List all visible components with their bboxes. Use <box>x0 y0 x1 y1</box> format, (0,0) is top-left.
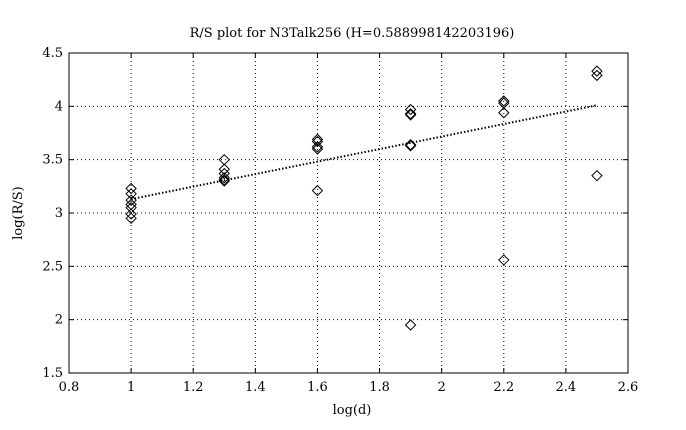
data-point-marker <box>125 182 137 195</box>
y-tick-label: 3.5 <box>42 153 63 168</box>
data-point-marker <box>404 103 417 116</box>
data-point-marker <box>311 184 324 197</box>
data-point-marker <box>311 143 324 155</box>
data-point-marker <box>125 198 137 211</box>
x-tick-label: 2.4 <box>556 380 577 395</box>
data-point-marker <box>311 135 324 148</box>
y-tick-label: 4 <box>55 99 63 114</box>
data-point-marker <box>311 141 324 153</box>
data-point-marker <box>498 107 510 119</box>
x-tick-label: 1.4 <box>245 380 266 395</box>
axis-ticks <box>68 52 629 374</box>
x-tick-labels: 0.8 1 1.2 1.4 1.6 1.8 2 2.2 2.4 2.6 <box>59 380 639 395</box>
x-tick-label: 2.6 <box>618 380 639 395</box>
data-point-marker <box>404 109 417 121</box>
fit-line <box>130 104 598 201</box>
data-point-marker <box>125 194 137 206</box>
data-point-marker <box>125 208 137 220</box>
data-point-marker <box>498 254 510 266</box>
data-point-marker <box>125 201 137 214</box>
y-axis-label: log(R/S) <box>11 186 26 240</box>
data-point-marker <box>218 167 230 180</box>
data-point-marker <box>404 140 417 152</box>
chart-title: R/S plot for N3Talk256 (H=0.588998142203… <box>190 26 515 41</box>
data-point-marker <box>218 172 230 184</box>
grid-lines <box>69 53 628 373</box>
x-tick-label: 2.2 <box>493 380 514 395</box>
data-point-marker <box>591 69 603 82</box>
x-tick-label: 1.6 <box>307 380 328 395</box>
data-point-marker <box>218 174 230 186</box>
x-axis-label: log(d) <box>333 403 372 418</box>
data-point-marker <box>404 108 417 120</box>
x-tick-label: 0.8 <box>59 380 80 395</box>
data-point-marker <box>591 169 603 182</box>
plot-frame <box>68 52 629 374</box>
y-tick-label: 4.5 <box>42 46 63 61</box>
data-point-marker <box>498 95 510 107</box>
data-point-marker <box>125 212 137 225</box>
y-tick-labels: 1.5 2 2.5 3 3.5 4 4.5 <box>42 46 63 381</box>
y-tick-label: 3 <box>55 206 63 221</box>
data-point-marker <box>218 175 230 187</box>
y-tick-label: 2 <box>55 313 63 328</box>
data-point-marker <box>404 319 417 331</box>
x-tick-label: 1 <box>127 380 135 395</box>
x-tick-label: 2 <box>438 380 446 395</box>
x-tick-label: 1.8 <box>369 380 390 395</box>
data-points <box>125 65 603 331</box>
y-tick-label: 1.5 <box>42 366 63 381</box>
y-tick-label: 2.5 <box>42 259 63 274</box>
data-point-marker <box>404 139 417 151</box>
data-point-marker <box>591 65 603 77</box>
data-point-marker <box>218 153 230 166</box>
x-tick-label: 1.2 <box>183 380 204 395</box>
